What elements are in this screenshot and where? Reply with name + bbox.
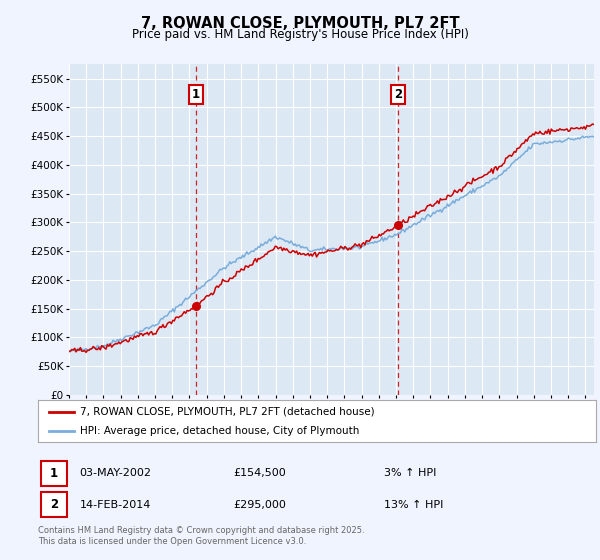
Text: 7, ROWAN CLOSE, PLYMOUTH, PL7 2FT (detached house): 7, ROWAN CLOSE, PLYMOUTH, PL7 2FT (detac…: [80, 407, 374, 417]
Text: £154,500: £154,500: [233, 469, 286, 478]
Text: Contains HM Land Registry data © Crown copyright and database right 2025.
This d: Contains HM Land Registry data © Crown c…: [38, 526, 364, 546]
Text: 3% ↑ HPI: 3% ↑ HPI: [384, 469, 436, 478]
Text: 2: 2: [50, 498, 58, 511]
Text: 14-FEB-2014: 14-FEB-2014: [80, 500, 151, 510]
Text: Price paid vs. HM Land Registry's House Price Index (HPI): Price paid vs. HM Land Registry's House …: [131, 28, 469, 41]
Text: HPI: Average price, detached house, City of Plymouth: HPI: Average price, detached house, City…: [80, 426, 359, 436]
Text: 03-MAY-2002: 03-MAY-2002: [80, 469, 152, 478]
FancyBboxPatch shape: [41, 492, 67, 517]
Text: 13% ↑ HPI: 13% ↑ HPI: [384, 500, 443, 510]
Text: 7, ROWAN CLOSE, PLYMOUTH, PL7 2FT: 7, ROWAN CLOSE, PLYMOUTH, PL7 2FT: [140, 16, 460, 31]
Text: £295,000: £295,000: [233, 500, 286, 510]
Text: 1: 1: [191, 87, 200, 101]
FancyBboxPatch shape: [41, 461, 67, 486]
Text: 1: 1: [50, 467, 58, 480]
Text: 2: 2: [394, 87, 402, 101]
